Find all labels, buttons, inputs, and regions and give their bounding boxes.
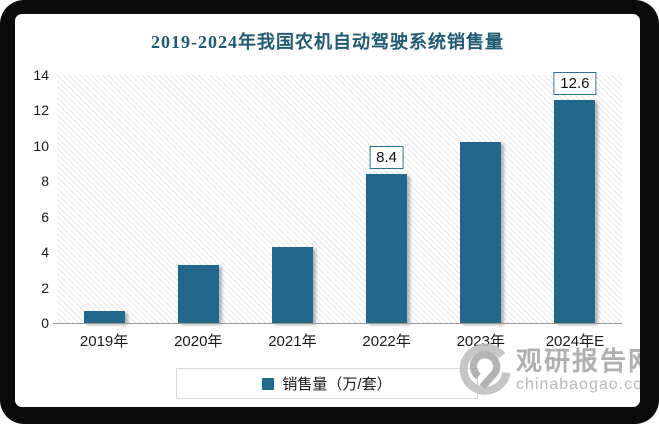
x-label-2021年: 2021年 <box>268 333 317 350</box>
bar-2022年 <box>366 174 408 323</box>
bar-2019年 <box>83 311 125 323</box>
x-label-2022年: 2022年 <box>362 333 411 350</box>
bar-2024年E <box>554 100 596 323</box>
x-label-2019年: 2019年 <box>79 333 129 350</box>
legend-label: 销售量（万/套） <box>282 376 392 393</box>
bar-2020年 <box>177 265 219 323</box>
y-axis: 0 2 4 6 8 10 12 14 <box>15 67 49 331</box>
y-tick-12: 12 <box>33 102 49 119</box>
y-tick-2: 2 <box>41 279 49 296</box>
y-tick-8: 8 <box>41 173 49 190</box>
watermark-domain: chinabaogao.com <box>516 376 640 393</box>
x-axis-labels: 2019年 2020年 2021年 2022年 2023年 2024年E <box>57 330 622 352</box>
bar-2023年 <box>460 142 502 323</box>
bar-2021年 <box>271 247 313 323</box>
data-label-2022年: 8.4 <box>369 146 405 169</box>
data-label-2024年E: 12.6 <box>553 72 597 95</box>
y-tick-14: 14 <box>33 67 49 83</box>
chart-title: 2019-2024年我国农机自动驾驶系统销售量 <box>151 32 504 52</box>
plot-area: 8.4 12.6 <box>57 72 622 323</box>
x-label-2020年: 2020年 <box>174 333 223 350</box>
legend: 销售量（万/套） <box>176 368 478 399</box>
y-tick-4: 4 <box>41 244 49 261</box>
y-tick-0: 0 <box>41 315 49 331</box>
y-tick-10: 10 <box>33 137 49 154</box>
x-axis-line <box>53 323 622 324</box>
x-label-2024年E: 2024年E <box>545 333 605 350</box>
y-tick-6: 6 <box>41 208 49 225</box>
chart-canvas: 2019-2024年我国农机自动驾驶系统销售量 0 2 4 6 8 10 12 14 8.4 1… <box>15 14 640 407</box>
x-label-2023年: 2023年 <box>456 333 505 350</box>
legend-swatch-icon <box>262 377 275 390</box>
watermark-text: 观研报告网 chinabaogao.com <box>516 346 640 394</box>
